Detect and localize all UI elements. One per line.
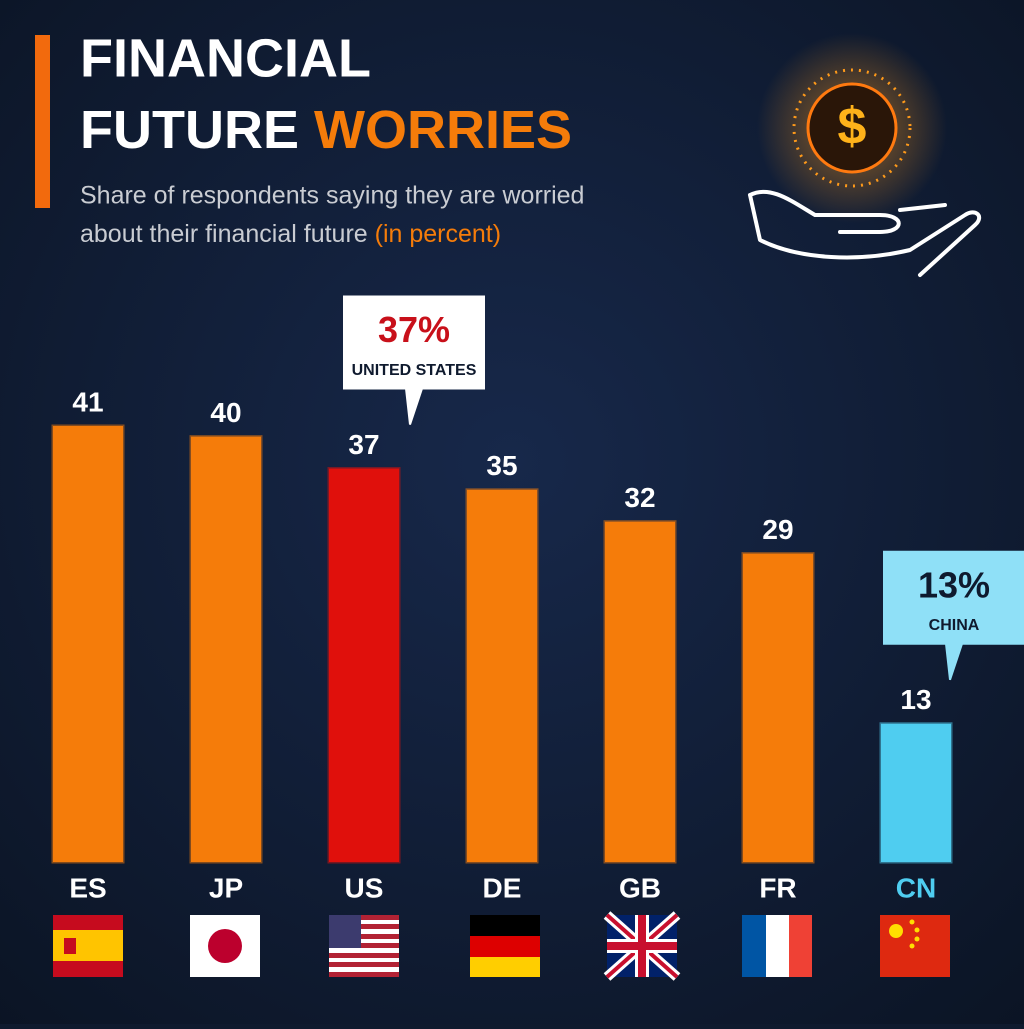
x-tick-label: GB <box>619 872 661 903</box>
bar <box>465 488 539 864</box>
flags <box>53 911 950 981</box>
callout-box <box>883 550 1024 681</box>
subtitle: about their financial future (in percent… <box>80 220 501 248</box>
title-highlight: WORRIES <box>314 100 572 160</box>
flag-es <box>53 915 123 977</box>
subtitle: Share of respondents saying they are wor… <box>80 182 584 210</box>
x-tick-label: US <box>345 872 384 903</box>
flag-us <box>329 915 399 977</box>
callout: 37% UNITED STATES <box>343 295 485 425</box>
title-line: FINANCIAL <box>80 28 371 88</box>
bar <box>189 435 263 864</box>
subtitle-line: about their financial future <box>80 220 368 248</box>
x-tick-label: DE <box>483 872 522 903</box>
flag-gb <box>603 911 681 981</box>
icon: $ <box>748 33 982 277</box>
bar <box>741 552 815 864</box>
x-tick-label: FR <box>759 872 796 903</box>
callout-label: CHINA <box>929 617 980 634</box>
bar <box>327 467 401 864</box>
flag-de <box>470 915 540 977</box>
callout-box <box>343 295 485 425</box>
x-tick-label: CN <box>896 872 936 903</box>
svg-text:$: $ <box>838 98 867 156</box>
callout-value: 13% <box>918 564 990 605</box>
value-label: 29 <box>762 514 793 545</box>
value-label: 13 <box>900 684 931 715</box>
subtitle-note: (in percent) <box>375 220 501 248</box>
flag-jp <box>190 915 260 977</box>
value-label: 35 <box>486 450 517 481</box>
title-accent <box>35 35 50 208</box>
callout: 13% CHINA <box>883 550 1024 681</box>
flag-cn <box>880 915 950 977</box>
callout-value: 37% <box>378 309 450 350</box>
value-label: 32 <box>624 482 655 513</box>
bar <box>879 722 953 864</box>
value-label: 40 <box>210 397 241 428</box>
callout-label: UNITED STATES <box>352 362 477 379</box>
value-label: 41 <box>72 386 103 417</box>
bar <box>603 520 677 864</box>
bar <box>51 424 125 864</box>
x-tick-label: JP <box>209 872 243 903</box>
flag-fr <box>742 915 812 977</box>
value-label: 37 <box>348 429 379 460</box>
title-line: FUTURE WORRIES <box>80 100 572 160</box>
x-tick-label: ES <box>69 872 106 903</box>
title-word: FUTURE <box>80 100 299 160</box>
